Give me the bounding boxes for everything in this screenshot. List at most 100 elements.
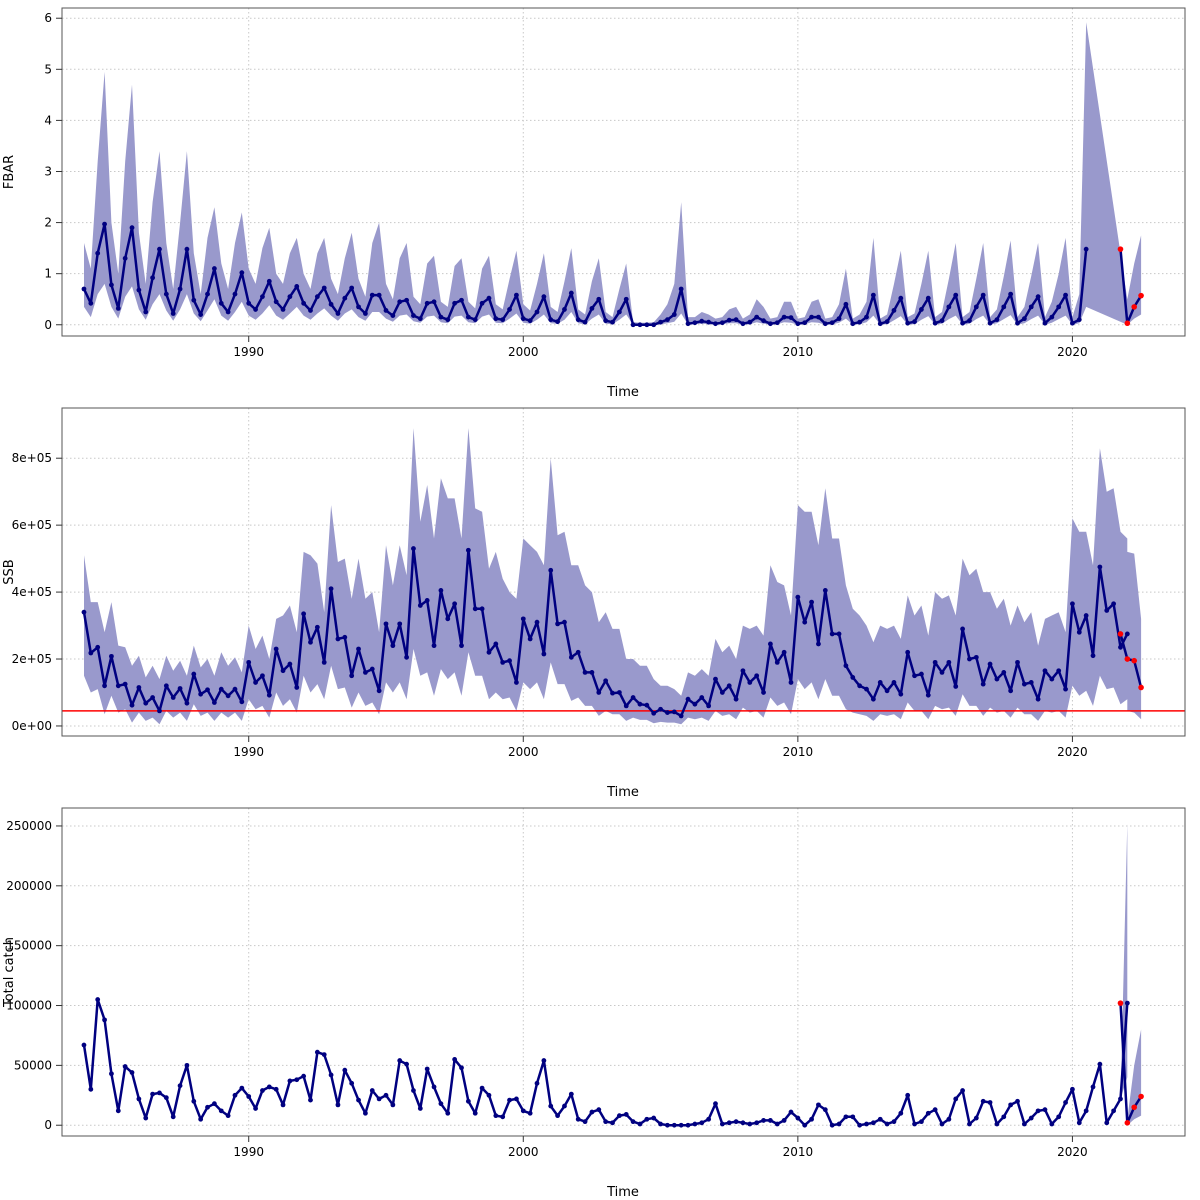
total-catch-point xyxy=(1090,1084,1096,1090)
total-catch-forecast-point xyxy=(1124,1120,1131,1126)
fbar-point xyxy=(411,313,416,318)
fbar-point xyxy=(733,317,739,323)
total-catch-point xyxy=(527,1110,533,1116)
fbar-point xyxy=(1035,294,1041,300)
ssb-point xyxy=(177,686,183,691)
fbar-point xyxy=(788,315,794,321)
total-catch-point xyxy=(754,1120,760,1126)
total-catch-point xyxy=(363,1110,368,1116)
ssb-point xyxy=(1056,668,1062,674)
total-catch-point xyxy=(136,1096,142,1102)
fbar-point xyxy=(170,311,176,316)
ssb-point xyxy=(102,683,107,689)
total-catch-point xyxy=(170,1114,176,1120)
ssb-point xyxy=(507,658,512,664)
total-catch-point xyxy=(1056,1114,1062,1120)
ssb-point xyxy=(596,690,602,695)
total-catch-point xyxy=(555,1113,561,1119)
total-catch-point xyxy=(369,1088,375,1093)
ssb-point xyxy=(960,626,965,632)
total-catch-axes: 1990 2000 2010 2020 0 50000 100000 150000 200000… xyxy=(6,807,1186,1159)
ssb-point xyxy=(939,670,945,675)
ssb-point xyxy=(898,691,904,697)
total-catch-point xyxy=(1076,1120,1082,1126)
total-catch-point xyxy=(788,1109,794,1115)
fbar-point xyxy=(925,295,931,301)
total-catch-point xyxy=(919,1119,924,1125)
total-catch-plot-frame xyxy=(61,807,1186,1137)
total-catch-point xyxy=(411,1088,416,1093)
fbar-point xyxy=(342,295,348,301)
fbar-point xyxy=(548,317,554,323)
fbar-point xyxy=(829,320,835,326)
ssb-point xyxy=(115,683,121,689)
fbar-point xyxy=(713,321,718,327)
ssb-point xyxy=(411,546,416,551)
total-catch-point xyxy=(1015,1098,1020,1104)
fbar-point xyxy=(575,317,581,323)
total-catch-point xyxy=(905,1092,911,1098)
total-catch-point xyxy=(514,1096,519,1102)
fbar-point xyxy=(211,266,217,271)
fbar-point xyxy=(623,296,629,302)
ssb-point xyxy=(761,690,766,695)
ssb-point xyxy=(1083,613,1089,618)
total-catch-point xyxy=(218,1108,224,1114)
ssb-point xyxy=(136,685,142,690)
ssb-point xyxy=(500,659,506,665)
fbar-point xyxy=(266,278,272,284)
fbar-axes: 1990 2000 2010 2020 0 1 2 3 4 5 6 xyxy=(44,7,1186,359)
ssb-point xyxy=(95,644,101,650)
fbar-x-tick-label: 2010 xyxy=(783,345,814,359)
fbar-point xyxy=(795,321,801,327)
ssb-point xyxy=(719,690,725,695)
ssb-point xyxy=(1008,688,1014,694)
total-catch-point xyxy=(733,1119,739,1125)
fbar-point xyxy=(692,320,698,326)
fbar-point xyxy=(438,314,444,320)
ssb-series xyxy=(81,546,1130,719)
fbar-point xyxy=(967,318,972,324)
total-catch-point xyxy=(719,1121,725,1127)
fbar-point xyxy=(850,321,856,327)
total-catch-point xyxy=(122,1064,128,1069)
total-catch-point xyxy=(445,1110,451,1116)
total-catch-forecast-point xyxy=(1117,1000,1124,1006)
ssb-point xyxy=(1118,644,1123,650)
ssb-point xyxy=(555,621,561,627)
fbar-y-tick-label: 3 xyxy=(44,164,52,178)
fbar-point xyxy=(260,294,265,300)
total-catch-point xyxy=(273,1086,279,1092)
ssb-point xyxy=(280,668,286,674)
fbar-plot-frame xyxy=(61,7,1186,337)
fbar-x-tick-label: 2020 xyxy=(1057,345,1088,359)
total-catch-point xyxy=(335,1102,341,1108)
total-catch-series xyxy=(81,997,1130,1128)
total-catch-point xyxy=(967,1121,972,1127)
ssb-point xyxy=(973,654,979,660)
fbar-point xyxy=(376,292,382,298)
fbar-point xyxy=(95,250,101,256)
ssb-point xyxy=(994,676,1000,682)
fbar-y-tick-label: 2 xyxy=(44,216,52,230)
total-catch-point xyxy=(239,1085,245,1091)
total-catch-point xyxy=(1042,1107,1048,1113)
total-catch-point xyxy=(349,1080,355,1086)
fbar-y-tick-label: 4 xyxy=(44,113,52,127)
ssb-point xyxy=(287,661,293,667)
total-catch-point xyxy=(198,1116,204,1122)
ssb-y-tick-label: 0e+00 xyxy=(12,719,52,733)
fbar-point xyxy=(349,285,355,291)
total-catch-point xyxy=(1104,1120,1110,1126)
total-catch-point xyxy=(596,1107,602,1113)
fbar-point xyxy=(582,319,588,325)
total-catch-point xyxy=(163,1095,169,1101)
ssb-point xyxy=(1001,670,1007,675)
total-catch-point xyxy=(850,1114,856,1120)
total-catch-point xyxy=(81,1042,87,1048)
ssb-point xyxy=(905,649,911,655)
ssb-point xyxy=(88,650,94,656)
fbar-point xyxy=(81,286,87,292)
fbar-point xyxy=(239,270,245,276)
ssb-point xyxy=(967,656,972,662)
